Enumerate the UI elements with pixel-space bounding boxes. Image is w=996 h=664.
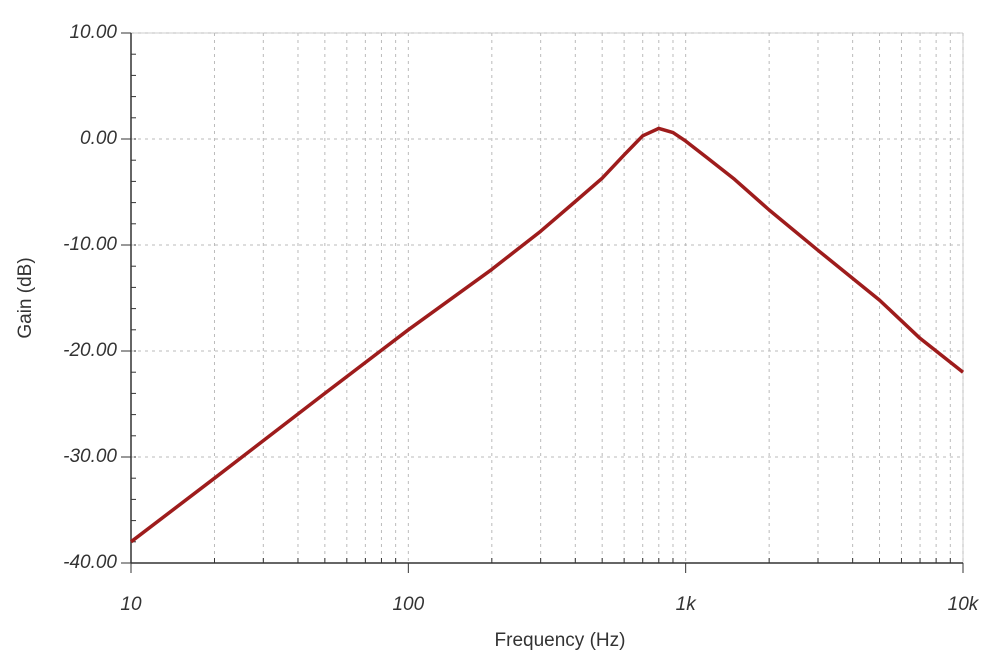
x-axis-label: Frequency (Hz)	[495, 630, 626, 651]
y-tick-label: 0.00	[80, 128, 117, 149]
y-tick-label: -20.00	[63, 340, 117, 361]
x-tick-label: 10	[120, 594, 142, 615]
y-tick-label: -30.00	[63, 446, 117, 467]
y-tick-label: 10.00	[69, 22, 117, 43]
x-tick-label: 10k	[948, 594, 980, 615]
x-tick-label: 100	[392, 594, 424, 615]
gain-line	[129, 126, 965, 544]
y-tick-label: -40.00	[63, 552, 117, 573]
y-tick-label: -10.00	[63, 234, 117, 255]
x-tick-label: 1k	[676, 594, 698, 615]
y-axis-label: Gain (dB)	[15, 257, 36, 338]
